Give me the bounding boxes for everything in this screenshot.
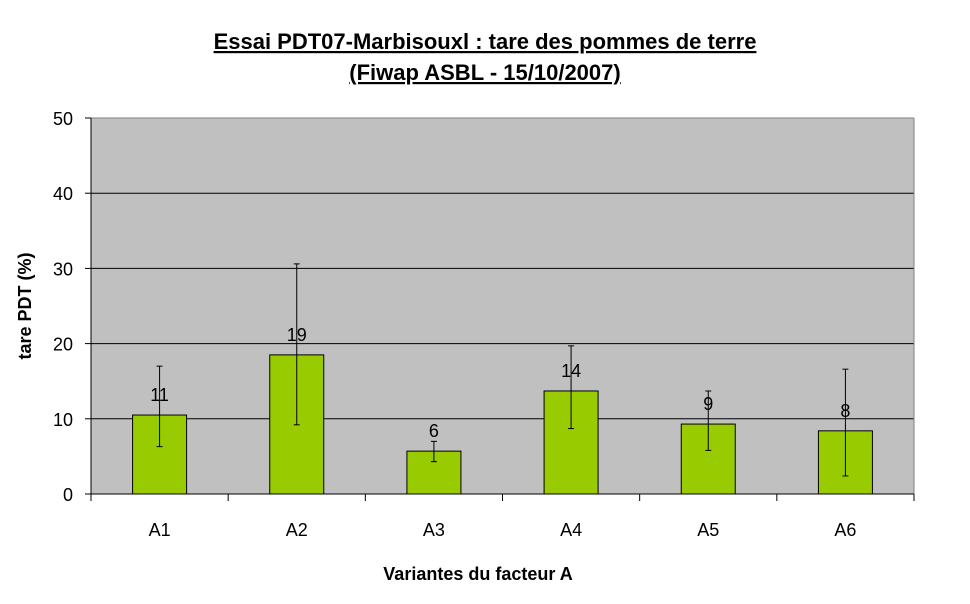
bars — [132, 354, 873, 495]
x-tick-label: A3 — [423, 520, 445, 540]
plot-area — [91, 118, 914, 494]
y-tick-label: 40 — [53, 184, 73, 204]
chart-title: Essai PDT07-Marbisouxl : tare des pommes… — [214, 29, 757, 54]
x-tick-label: A6 — [834, 520, 856, 540]
data-label: 9 — [703, 394, 713, 414]
data-label: 8 — [840, 401, 850, 421]
x-axis-title: Variantes du facteur A — [383, 564, 572, 584]
x-tick-label: A5 — [697, 520, 719, 540]
x-tick-label: A2 — [286, 520, 308, 540]
data-label: 19 — [287, 325, 307, 345]
y-tick-label: 20 — [53, 335, 73, 355]
data-labels: 11 19 6 14 9 8 — [150, 325, 850, 441]
y-tick-labels: 0 10 20 30 40 50 — [53, 109, 73, 505]
data-label: 11 — [150, 385, 169, 405]
chart-subtitle: (Fiwap ASBL - 15/10/2007) — [349, 60, 620, 85]
y-axis-title: tare PDT (%) — [15, 252, 35, 359]
error-bars — [156, 263, 849, 477]
y-tick-label: 50 — [53, 109, 73, 129]
x-tick-label: A1 — [149, 520, 171, 540]
x-tick-label: A4 — [560, 520, 582, 540]
y-tick-label: 30 — [53, 259, 73, 279]
x-tick-labels: A1 A2 A3 A4 A5 A6 — [149, 520, 857, 540]
y-tick-label: 0 — [63, 485, 73, 505]
data-label: 14 — [561, 361, 581, 381]
axes — [85, 117, 915, 501]
y-tick-label: 10 — [53, 410, 73, 430]
data-label: 6 — [429, 421, 439, 441]
